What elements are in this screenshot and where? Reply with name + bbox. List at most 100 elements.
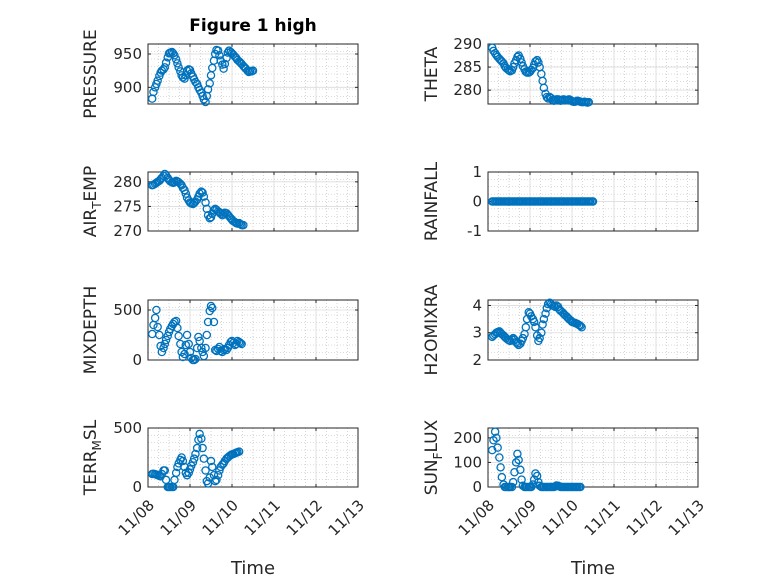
data-point — [171, 468, 181, 478]
data-point — [209, 470, 219, 480]
data-point — [490, 427, 500, 436]
data-point — [173, 59, 182, 68]
data-point — [202, 330, 212, 340]
data-point — [159, 343, 168, 353]
data-point — [219, 64, 228, 73]
data-point — [182, 330, 192, 340]
axes-box — [487, 299, 699, 361]
y-tick-label: 0 — [132, 351, 142, 369]
data-point — [487, 445, 497, 455]
y-tick-label: 200 — [453, 429, 482, 447]
data-point — [538, 76, 547, 86]
data-point — [239, 220, 248, 230]
data-point — [531, 323, 540, 332]
y-tick-label: 0 — [132, 478, 142, 496]
x-tick-label: 11/09 — [157, 496, 200, 539]
data-point — [201, 97, 210, 107]
y-tick-label: 270 — [113, 222, 142, 240]
data-point — [176, 339, 185, 349]
axes-box — [147, 299, 359, 361]
x-tick-label: 11/13 — [325, 496, 368, 539]
data-point — [197, 434, 206, 443]
y-tick-label: 290 — [453, 35, 482, 53]
data-point — [147, 329, 157, 339]
data-point — [181, 189, 191, 198]
data-point — [514, 455, 523, 465]
data-point — [495, 453, 504, 462]
data-point — [194, 332, 203, 342]
y-tick-label: 4 — [472, 296, 482, 314]
y-axis-label: AIRTEMP — [81, 166, 104, 237]
subplot-pressure: 900 950 PRESSURE — [81, 29, 359, 119]
data-point — [201, 466, 210, 475]
axes-box — [147, 171, 359, 232]
data-point — [161, 335, 171, 345]
data-point — [497, 472, 507, 482]
data-point — [184, 339, 193, 349]
subplot-rainfall: -1 0 1 RAINFALL — [422, 161, 699, 241]
data-point — [174, 63, 183, 72]
data-point — [208, 462, 217, 472]
x-tick-label: 11/11 — [581, 496, 624, 539]
y-tick-label: -1 — [467, 222, 482, 240]
data-point — [511, 338, 521, 347]
data-point — [222, 53, 231, 63]
data-point — [189, 454, 199, 463]
data-point — [208, 63, 217, 73]
data-point — [208, 303, 217, 313]
data-point — [153, 76, 162, 85]
data-point — [185, 347, 195, 357]
subplot-theta: 280 285 290 THETA — [422, 35, 699, 107]
data-point — [543, 299, 553, 309]
data-point — [174, 331, 183, 341]
y-axis-label: THETA — [422, 46, 442, 102]
data-point — [209, 317, 219, 327]
y-tick-label: 500 — [113, 301, 142, 319]
subplot-mixdepth: 0 500 MIXDEPTH — [81, 286, 359, 375]
data-point — [508, 62, 518, 72]
data-point — [517, 58, 526, 67]
data-point — [192, 443, 202, 453]
data-point — [537, 69, 546, 79]
data-point — [170, 475, 179, 485]
x-tick-label: 11/12 — [623, 496, 666, 539]
data-point — [248, 66, 258, 75]
data-point — [584, 97, 594, 107]
data-point — [203, 317, 213, 327]
data-point — [220, 59, 230, 69]
data-point — [508, 477, 518, 487]
data-point — [507, 482, 517, 492]
data-point — [203, 479, 213, 488]
data-point — [147, 94, 157, 103]
data-point — [516, 54, 525, 64]
data-point — [161, 58, 171, 67]
data-point — [535, 333, 544, 343]
y-tick-label: 950 — [113, 45, 142, 63]
y-tick-label: 500 — [113, 419, 142, 437]
data-point — [191, 449, 200, 459]
data-point — [541, 309, 550, 318]
data-point — [213, 46, 223, 55]
data-point — [212, 475, 221, 485]
data-point — [191, 354, 200, 364]
axes-box — [147, 427, 359, 488]
x-tick-label: 11/11 — [241, 496, 284, 539]
subplot-h2omixra: 2 3 4 H2OMIXRA — [422, 284, 699, 376]
y-tick-label: 1 — [472, 163, 482, 181]
y-tick-label: 0 — [472, 193, 482, 211]
data-point — [532, 471, 542, 481]
data-point — [517, 475, 526, 484]
x-tick-label: 11/09 — [497, 496, 540, 539]
data-point — [199, 192, 209, 201]
data-point — [197, 187, 206, 196]
x-tick-label: 11/10 — [199, 496, 242, 539]
data-point — [195, 429, 204, 439]
data-point — [513, 339, 522, 348]
x-tick-label: 11/08 — [455, 496, 498, 539]
data-point — [203, 85, 213, 94]
data-point — [493, 443, 502, 452]
data-point — [234, 218, 244, 228]
y-axis-label: MIXDEPTH — [81, 286, 101, 375]
data-point — [518, 333, 528, 343]
